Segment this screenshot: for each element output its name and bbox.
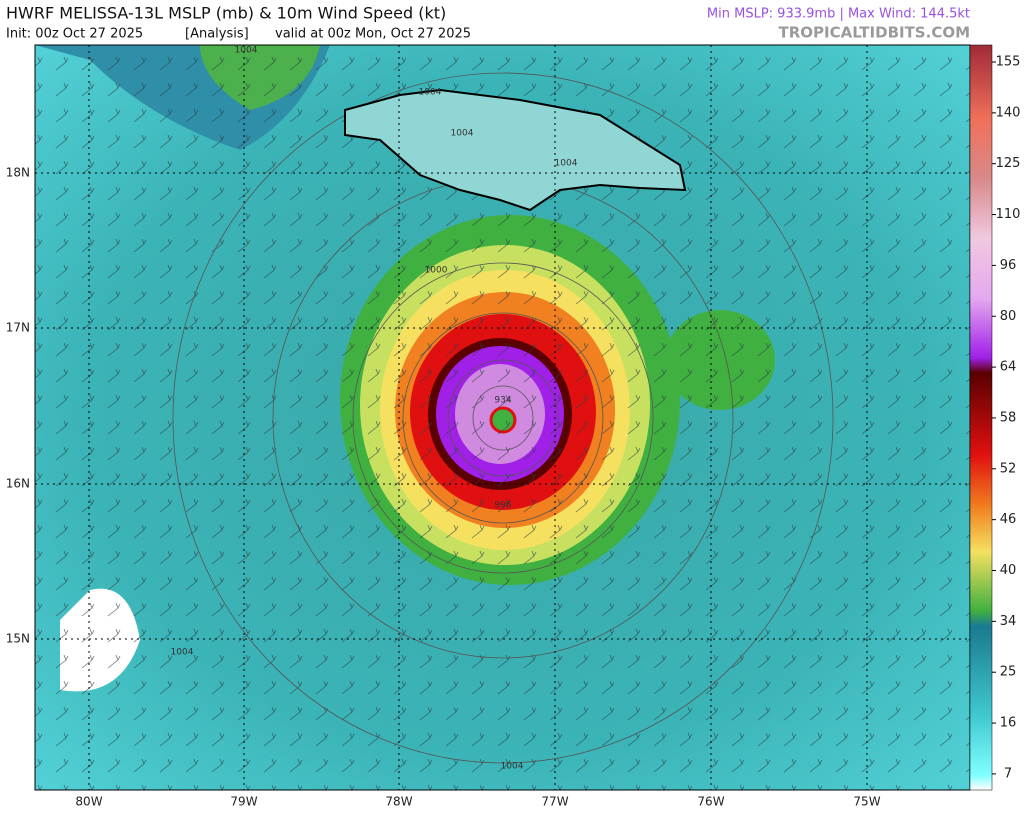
analysis: [Analysis]	[185, 27, 249, 42]
contour-label: 1004	[419, 88, 442, 98]
lat-label: 16N	[6, 477, 30, 491]
contour-label: 1004	[555, 159, 578, 169]
colorbar-label: 52	[1000, 461, 1017, 476]
colorbar-label: 110	[996, 207, 1021, 222]
lat-label: 17N	[6, 321, 30, 335]
stats: Min MSLP: 933.9mb | Max Wind: 144.5kt	[707, 7, 970, 22]
colorbar-label: 80	[1000, 309, 1017, 324]
lat-label: 18N	[6, 166, 30, 180]
colorbar-label: 7	[1004, 766, 1012, 781]
lon-label: 76W	[697, 795, 724, 809]
colorbar-label: 58	[1000, 410, 1017, 425]
lon-label: 79W	[230, 795, 257, 809]
title: HWRF MELISSA-13L MSLP (mb) & 10m Wind Sp…	[6, 4, 446, 23]
colorbar-label: 155	[996, 55, 1021, 70]
contour-label: 1000	[425, 266, 448, 276]
colorbar	[969, 44, 993, 791]
labels: 18N 17N 16N 15N 80W 79W 78W 77W 76W 75W 1004 1004 10…	[6, 46, 1021, 809]
lat-label: 15N	[6, 632, 30, 646]
colorbar-label: 34	[1000, 614, 1017, 629]
valid-time: valid at 00z Mon, Oct 27 2025	[275, 27, 471, 42]
lon-label: 77W	[541, 795, 568, 809]
colorbar-label: 125	[996, 156, 1021, 171]
lon-label: 75W	[853, 795, 880, 809]
lon-label: 78W	[385, 795, 412, 809]
init: Init: 00z Oct 27 2025	[6, 27, 143, 42]
contour-label: 996	[494, 501, 511, 511]
site: TROPICALTIDBITS.COM	[779, 24, 971, 42]
lon-label: 80W	[75, 795, 102, 809]
graticule	[35, 45, 970, 790]
map	[35, 45, 970, 790]
contour-label: 1004	[451, 129, 474, 139]
contour-label: 1004	[235, 46, 258, 56]
contour-label: 934	[494, 396, 511, 406]
contour-label: 1004	[171, 648, 194, 658]
colorbar-label: 16	[1000, 716, 1017, 731]
colorbar-label: 40	[1000, 563, 1017, 578]
colorbar-label: 46	[1000, 512, 1017, 527]
isobars	[172, 72, 834, 764]
contour-label: 1004	[501, 762, 524, 772]
colorbar-label: 25	[1000, 665, 1017, 680]
colorbar-label: 64	[1000, 360, 1017, 375]
header: HWRF MELISSA-13L MSLP (mb) & 10m Wind Sp…	[6, 4, 970, 42]
colorbar-label: 140	[996, 105, 1021, 120]
colorbar-label: 96	[1000, 258, 1017, 273]
jamaica	[344, 88, 687, 212]
